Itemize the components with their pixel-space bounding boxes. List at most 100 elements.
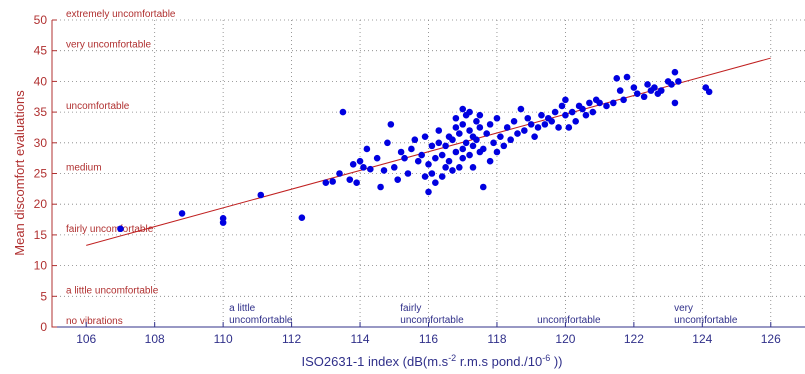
data-point (428, 142, 436, 150)
data-point (322, 179, 330, 187)
data-point (117, 225, 124, 233)
data-point (514, 130, 521, 137)
data-point (675, 78, 682, 85)
data-point (610, 99, 617, 107)
y-tick-label: 30 (34, 136, 48, 150)
data-point (616, 87, 624, 94)
x-tick-label: 106 (76, 332, 96, 346)
y-tick-label: 50 (34, 13, 48, 27)
x-label-end: )) (550, 354, 562, 369)
data-point (541, 121, 549, 128)
data-point (442, 142, 449, 150)
data-points (117, 68, 713, 233)
x-tick-label: 122 (624, 332, 644, 346)
data-point (377, 183, 384, 191)
data-point (438, 151, 446, 159)
x-category-label: fairly (400, 303, 421, 314)
data-point (490, 139, 497, 147)
x-label-mid: r.m.s pond./10 (456, 354, 542, 369)
data-point (562, 96, 569, 104)
axes (51, 19, 805, 328)
data-point (500, 142, 508, 150)
y-tick-label: 20 (34, 197, 48, 211)
data-point (521, 127, 528, 134)
data-point (462, 139, 470, 147)
grid-lines (52, 19, 805, 327)
data-point (466, 151, 473, 159)
data-point (479, 183, 487, 191)
y-tick-label: 5 (40, 289, 47, 303)
data-point (586, 99, 593, 107)
data-point (558, 102, 566, 110)
x-category-labels: a littleuncomfortablefairlyuncomfortable… (229, 303, 738, 326)
x-tick-label: 126 (761, 332, 781, 346)
data-point (534, 124, 542, 131)
data-point (548, 118, 556, 125)
data-point (408, 145, 415, 153)
data-point (613, 75, 621, 82)
data-point (346, 176, 354, 183)
data-point (582, 111, 590, 119)
data-point (657, 87, 665, 94)
data-point (414, 157, 422, 165)
data-point (349, 160, 357, 168)
y-category-label: very uncomfortable (66, 40, 151, 51)
x-label-main: ISO2631-1 index (dB(m.s (302, 354, 449, 369)
data-point (562, 111, 569, 119)
data-point (401, 154, 408, 162)
data-point (486, 157, 494, 165)
x-category-label: uncomfortable (537, 315, 601, 326)
data-point (449, 167, 456, 174)
data-point (651, 84, 658, 91)
x-tick-label: 120 (555, 332, 575, 346)
x-tick-label: 116 (419, 332, 438, 346)
y-category-label: medium (66, 163, 102, 174)
data-point (432, 154, 439, 162)
data-point (459, 154, 467, 162)
x-category-label: very (674, 303, 693, 314)
data-point (476, 111, 484, 119)
data-point (390, 164, 398, 171)
data-point (517, 105, 525, 113)
data-point (459, 105, 467, 113)
data-point (469, 142, 477, 150)
y-tick-label: 25 (34, 167, 48, 181)
x-category-label: uncomfortable (400, 315, 464, 326)
data-point (380, 167, 388, 174)
data-point (452, 148, 460, 156)
data-point (329, 178, 336, 185)
y-category-labels: extremely uncomfortable very uncomfortabl… (66, 9, 176, 327)
data-point (456, 130, 463, 137)
data-point (589, 108, 597, 116)
data-point (442, 164, 449, 171)
y-tick-label: 45 (34, 44, 48, 58)
y-tick-label: 15 (34, 228, 48, 242)
x-tick-label: 108 (145, 332, 165, 346)
data-point (411, 136, 419, 144)
x-category-label: uncomfortable (674, 315, 738, 326)
data-point (603, 102, 610, 110)
data-point (432, 179, 439, 187)
data-point (394, 176, 401, 183)
data-point (438, 173, 446, 180)
data-point (476, 124, 484, 131)
y-category-label: extremely uncomfortable (66, 9, 176, 20)
y-tick-label: 10 (34, 259, 48, 273)
data-point (435, 139, 443, 147)
y-axis-label: Mean discomfort evaluations (12, 90, 27, 256)
data-point (555, 124, 562, 131)
data-point (257, 191, 265, 199)
data-point (531, 133, 538, 140)
data-point (428, 170, 436, 177)
data-point (178, 210, 186, 217)
x-tick-label: 114 (350, 332, 369, 346)
data-point (671, 68, 679, 76)
data-point (668, 81, 675, 88)
data-point (421, 133, 429, 140)
data-point (373, 154, 381, 162)
x-tick-label: 118 (487, 332, 506, 346)
x-category-label: a little (229, 303, 256, 314)
data-point (551, 108, 559, 116)
data-point (404, 170, 412, 177)
data-point (596, 99, 603, 107)
